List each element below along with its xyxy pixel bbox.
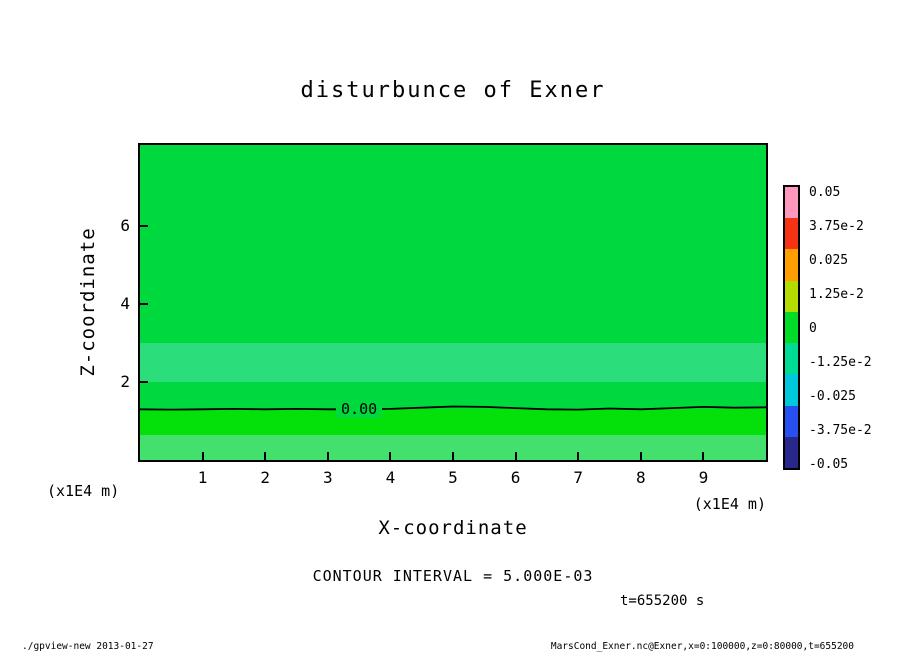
z-tick-label: 2	[120, 371, 130, 391]
x-tick-mark	[577, 452, 580, 460]
z-tick-mark	[140, 380, 148, 383]
colorbar-label: 0.025	[809, 253, 849, 268]
contour-label: 0.00	[336, 400, 383, 419]
colorbar-segment	[785, 343, 798, 375]
colorbar-label: 0	[809, 321, 817, 336]
x-tick-label: 9	[698, 468, 709, 487]
contour-interval-note: CONTOUR INTERVAL = 5.000E-03	[312, 567, 594, 585]
x-tick-mark	[201, 452, 204, 460]
x-axis-title: X-coordinate	[378, 517, 528, 539]
z-axis-unit-label: (x1E4 m)	[47, 482, 120, 500]
colorbar-label: -0.025	[809, 389, 856, 404]
x-tick-mark	[264, 452, 267, 460]
x-tick-mark	[514, 452, 517, 460]
x-tick-label: 3	[322, 468, 333, 487]
x-tick-mark	[452, 452, 454, 460]
colorbar-segment	[785, 436, 798, 468]
colorbar-segment	[785, 374, 798, 406]
plot-area: 0.00 (x1E4 m) (x1E4 m) X-coordinate 1 2 3 4…	[47, 143, 768, 539]
colorbar-label: 3.75e-2	[809, 219, 864, 234]
x-tick-mark	[639, 452, 642, 460]
x-tick-label: 1	[197, 468, 208, 487]
footer-program-stamp: ./gpview-new 2013-01-27	[22, 641, 154, 652]
colorbar-label: 1.25e-2	[809, 287, 864, 302]
footer-source-stamp: MarsCond_Exner.nc@Exner,x=0:100000,z=0:8…	[550, 641, 854, 652]
colorbar-label: -0.05	[809, 457, 849, 472]
colorbar-segment	[785, 249, 798, 281]
colorbar-label: -3.75e-2	[809, 423, 872, 438]
x-tick-label: 4	[385, 468, 396, 487]
colorbar-label: -1.25e-2	[809, 355, 872, 370]
time-annotation: t=655200 s	[620, 593, 705, 609]
colorbar-segment	[785, 187, 798, 219]
chart-title: disturbunce of Exner	[300, 78, 606, 103]
x-tick-label: 7	[573, 468, 583, 487]
x-tick-label: 2	[260, 468, 270, 487]
fill-band	[140, 409, 766, 435]
x-tick-mark	[702, 452, 705, 460]
z-tick-mark	[140, 302, 148, 305]
x-tick-label: 8	[635, 468, 646, 487]
z-tick-label: 6	[120, 215, 130, 235]
colorbar-label: 0.05	[809, 185, 841, 200]
colorbar-segment	[785, 311, 798, 344]
x-tick-mark	[389, 452, 392, 460]
z-axis-title: Z-coordinate	[77, 227, 99, 377]
x-tick-label: 5	[448, 468, 458, 487]
z-tick-label: 4	[120, 293, 130, 313]
colorbar: 0.05 3.75e-2 0.025 1.25e-2 0 -1.25e-2 -0.025 -3…	[783, 185, 872, 472]
z-tick-mark	[140, 224, 148, 227]
fill-band	[140, 342, 766, 382]
colorbar-segment	[785, 405, 798, 437]
x-axis-unit-label: (x1E4 m)	[693, 495, 766, 513]
zero-contour-line	[140, 405, 766, 411]
colorbar-segment	[785, 280, 798, 312]
fill-band	[140, 381, 766, 410]
colorbar-segment	[785, 218, 798, 250]
x-tick-label: 6	[510, 468, 521, 487]
x-tick-mark	[326, 452, 329, 460]
fill-band	[140, 145, 766, 343]
